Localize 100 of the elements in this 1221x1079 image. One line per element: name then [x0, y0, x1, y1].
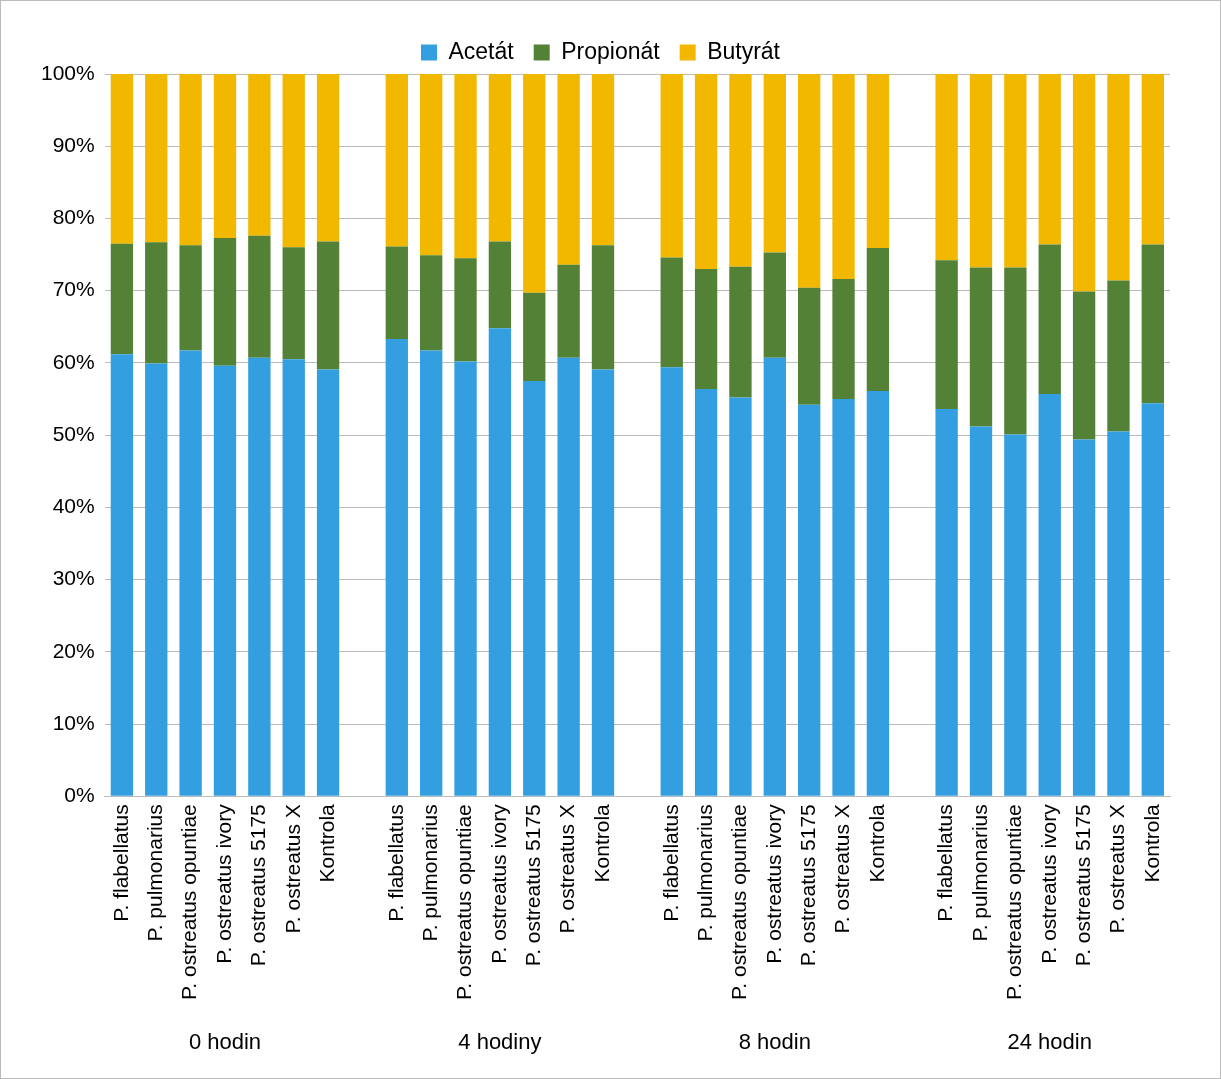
- bar: [282, 359, 305, 796]
- bar: [454, 74, 477, 259]
- bar: [110, 243, 134, 355]
- x-tick-label: P. ostreatus ivory: [761, 803, 785, 964]
- bar: [316, 74, 340, 242]
- bar: [866, 391, 890, 796]
- legend-label: Butyrát: [707, 37, 781, 64]
- bar: [557, 264, 580, 358]
- legend-label: Propionát: [561, 37, 661, 64]
- x-tick-label: P. ostreatus 5175: [246, 804, 270, 967]
- x-tick-label: Kontrola: [864, 803, 888, 883]
- x-tick-label: P. ostreatus X: [280, 804, 304, 934]
- bar: [213, 365, 237, 796]
- bar: [316, 369, 340, 796]
- bar: [1141, 74, 1164, 245]
- bar: [385, 74, 408, 247]
- bar: [591, 369, 615, 796]
- x-tick-label: P. ostreatus X: [555, 804, 579, 934]
- x-tick-label: P. ostreatus opuntiae: [727, 804, 751, 1001]
- bar: [969, 74, 993, 268]
- bar: [282, 74, 305, 248]
- bar: [1107, 431, 1130, 796]
- y-tick-label: 90%: [52, 133, 95, 157]
- bar: [660, 74, 683, 258]
- bar: [1072, 74, 1096, 292]
- bar: [660, 257, 683, 368]
- text: 4 hodiny: [458, 1029, 542, 1055]
- x-tick-label: P. pulmonarius: [417, 804, 441, 942]
- bar: [866, 74, 890, 249]
- x-tick-label: P. flabellatus: [933, 804, 957, 922]
- x-tick-label: P. pulmonarius: [692, 804, 716, 942]
- bar: [110, 354, 134, 796]
- bar: [1141, 403, 1164, 796]
- bar: [420, 74, 443, 256]
- bar: [694, 74, 718, 270]
- x-tick-label: P. ostreatus ivory: [1036, 803, 1060, 964]
- bar: [488, 241, 512, 329]
- bar: [729, 266, 752, 398]
- x-tick-label: Kontrola: [589, 803, 613, 883]
- bar: [420, 255, 443, 351]
- x-tick-label: P. ostreatus 5175: [1070, 804, 1094, 967]
- bar: [557, 74, 580, 265]
- bar: [385, 246, 408, 340]
- bar: [248, 357, 271, 796]
- text: 24 hodin: [1007, 1029, 1092, 1055]
- x-tick-label: P. flabellatus: [383, 804, 407, 922]
- bar: [213, 237, 237, 366]
- bar: [935, 260, 958, 410]
- bar: [145, 74, 168, 243]
- bar: [1072, 291, 1096, 440]
- y-tick-label: 70%: [52, 277, 95, 301]
- bar: [763, 74, 786, 253]
- x-tick-label: P. pulmonarius: [967, 804, 991, 942]
- x-tick-label: P. flabellatus: [108, 804, 132, 922]
- bar: [832, 399, 855, 796]
- bar: [179, 245, 202, 351]
- bar: [866, 248, 890, 392]
- text: 8 hodin: [738, 1029, 811, 1055]
- bar: [1038, 393, 1061, 796]
- x-tick-label: P. ostreatus ivory: [211, 803, 235, 964]
- x-tick-label: P. ostreatus ivory: [486, 803, 510, 964]
- bar: [935, 74, 958, 261]
- x-tick-label: P. pulmonarius: [143, 804, 167, 942]
- x-tick-label: P. ostreatus opuntiae: [1002, 804, 1026, 1001]
- bar: [729, 397, 752, 796]
- bar: [145, 242, 168, 364]
- bar: [523, 292, 546, 381]
- bar: [488, 328, 512, 796]
- bar: [145, 363, 168, 796]
- bar: [1004, 434, 1027, 796]
- x-tick-label: P. ostreatus 5175: [795, 804, 819, 967]
- y-tick-label: 0%: [64, 783, 95, 807]
- bar: [316, 241, 340, 370]
- bar: [798, 74, 821, 288]
- bar: [832, 74, 855, 280]
- bar: [1004, 267, 1027, 435]
- x-tick-label: P. ostreatus opuntiae: [177, 804, 201, 1001]
- bar: [454, 258, 477, 362]
- bar: [832, 279, 855, 400]
- text: 0 hodin: [188, 1029, 262, 1055]
- x-tick-label: P. flabellatus: [658, 804, 682, 922]
- bar: [1072, 439, 1096, 796]
- x-tick-label: P. ostreatus X: [830, 804, 854, 934]
- bar: [763, 357, 786, 796]
- bar: [248, 74, 271, 236]
- y-tick-label: 60%: [52, 349, 95, 373]
- bar: [1141, 244, 1164, 404]
- y-tick-label: 30%: [52, 566, 95, 590]
- bar: [1004, 74, 1027, 268]
- y-tick-label: 50%: [52, 421, 95, 445]
- bar: [523, 380, 546, 796]
- y-tick-label: 20%: [52, 638, 95, 662]
- bar: [179, 350, 202, 796]
- bar: [454, 361, 477, 796]
- bar: [694, 388, 718, 796]
- bar: [1038, 74, 1061, 245]
- bar: [110, 74, 134, 244]
- x-tick-label: Kontrola: [314, 803, 338, 883]
- bar: [969, 267, 993, 427]
- y-tick-label: 80%: [52, 205, 95, 229]
